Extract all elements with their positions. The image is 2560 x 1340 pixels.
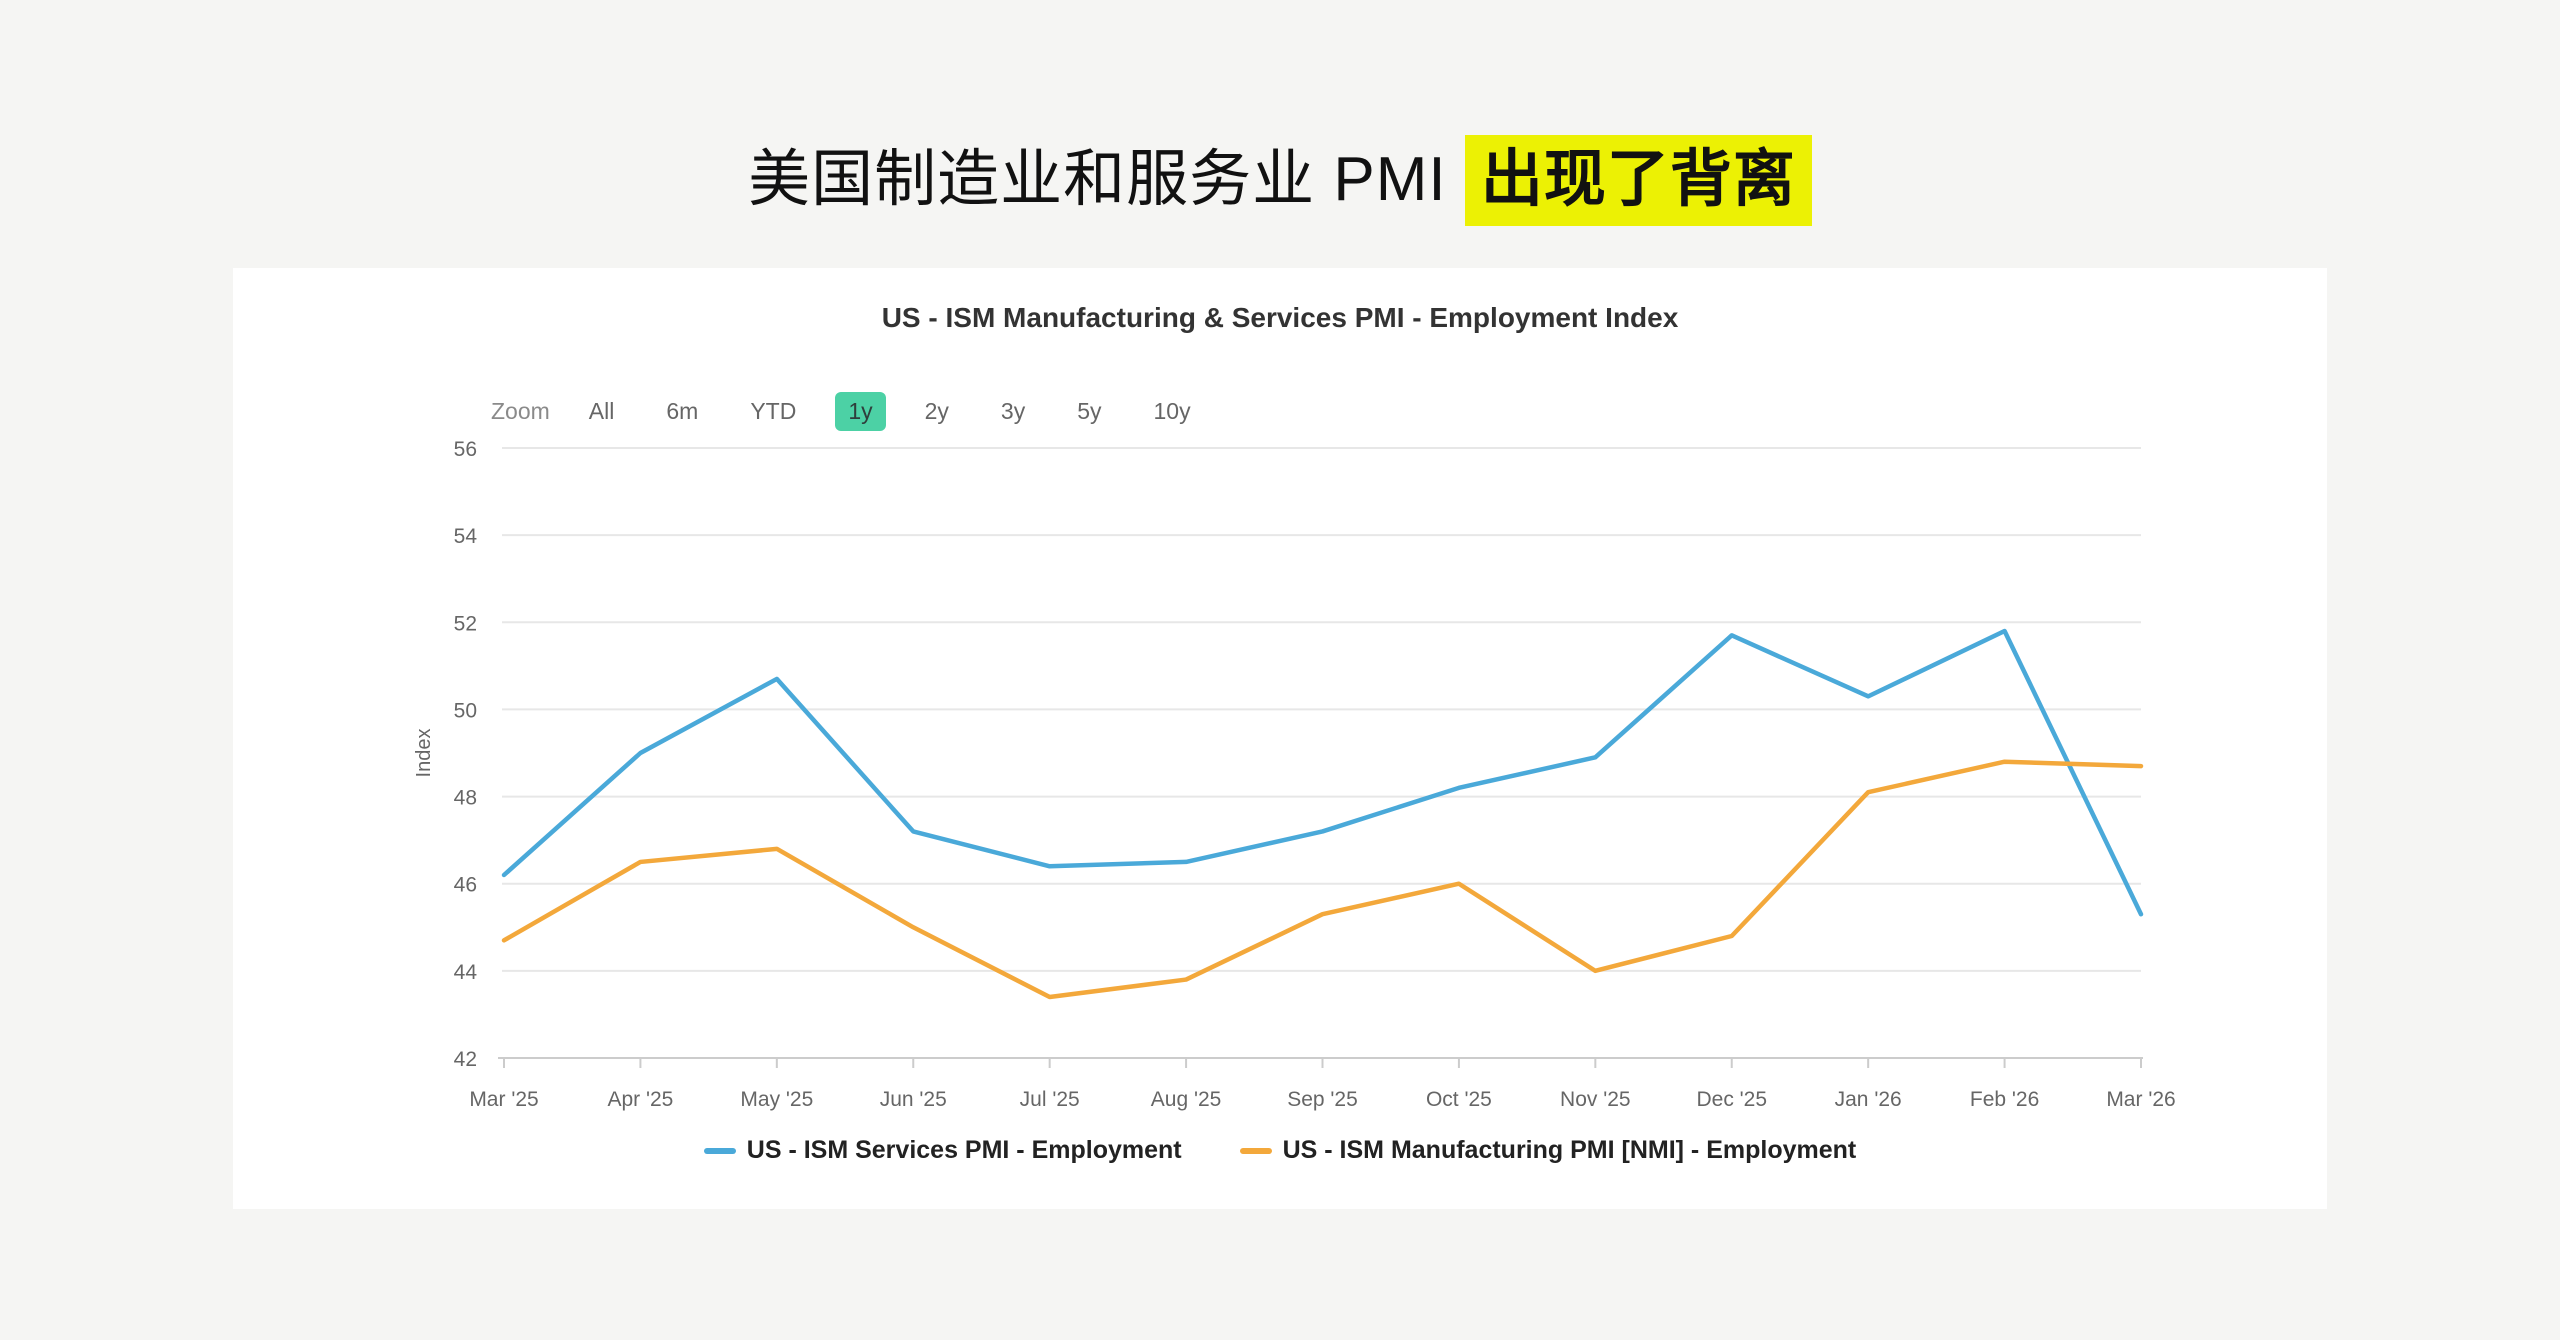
y-tick-label-54: 54	[454, 525, 478, 548]
range-button-3y[interactable]: 3y	[1000, 398, 1026, 424]
page-title-text: 美国制造业和服务业 PMI	[748, 145, 1465, 214]
x-tick-label-5: Aug '25	[1151, 1088, 1222, 1111]
chart-card: US - ISM Manufacturing & Services PMI - …	[233, 268, 2327, 1209]
legend-label-manufacturing: US - ISM Manufacturing PMI [NMI] - Emplo…	[1282, 1136, 1857, 1164]
series-line-services	[501, 628, 2144, 917]
x-tick-label-9: Dec '25	[1696, 1088, 1767, 1111]
y-tick-label-42: 42	[454, 1048, 477, 1071]
y-tick-label-56: 56	[454, 438, 477, 461]
x-tick-label-4: Jul '25	[1020, 1088, 1080, 1111]
y-tick-label-50: 50	[454, 699, 477, 722]
x-tick-label-12: Mar '26	[2106, 1088, 2175, 1111]
x-tick-label-11: Feb '26	[1970, 1088, 2039, 1111]
x-tick-label-3: Jun '25	[880, 1088, 947, 1111]
range-button-1y[interactable]: 1y	[835, 392, 886, 431]
range-button-ytd[interactable]: YTD	[750, 398, 797, 424]
y-tick-label-52: 52	[454, 612, 477, 635]
x-tick-label-7: Oct '25	[1426, 1088, 1492, 1111]
y-tick-label-48: 48	[454, 787, 477, 810]
x-tick-label-0: Mar '25	[469, 1088, 538, 1111]
legend-dash-manufacturing-icon	[1239, 1147, 1272, 1154]
legend-item-services[interactable]: US - ISM Services PMI - Employment	[703, 1136, 1182, 1165]
range-button-6m[interactable]: 6m	[666, 398, 699, 424]
series-line-manufacturing	[501, 759, 2144, 1000]
chart-legend: US - ISM Services PMI - Employment US - I…	[233, 1136, 2327, 1165]
page-title: 美国制造业和服务业 PMI 出现了背离	[0, 128, 2560, 226]
y-axis-title: Index	[413, 729, 435, 778]
x-tick-label-8: Nov '25	[1560, 1088, 1631, 1111]
range-toolbar: Zoom All 6m YTD 1y 2y 3y 5y 10y	[491, 390, 1204, 433]
legend-label-services: US - ISM Services PMI - Employment	[746, 1136, 1182, 1164]
chart-svg: 42 44 46 48 50 52 54 56 Mar '25 Apr '25 May '25 Jun…	[413, 438, 2176, 1111]
range-button-2y[interactable]: 2y	[924, 398, 949, 424]
legend-dash-services-icon	[703, 1147, 736, 1154]
x-tick-label-1: Apr '25	[607, 1088, 673, 1111]
x-tick-label-6: Sep '25	[1287, 1088, 1358, 1111]
zoom-label: Zoom	[491, 398, 550, 424]
x-tick-label-10: Jan '26	[1835, 1088, 1902, 1111]
chart-title: US - ISM Manufacturing & Services PMI - …	[881, 302, 1679, 333]
range-button-10y[interactable]: 10y	[1153, 398, 1191, 424]
y-tick-label-44: 44	[454, 961, 478, 984]
y-tick-label-46: 46	[454, 874, 477, 897]
x-tick-label-2: May '25	[740, 1088, 813, 1111]
range-button-all[interactable]: All	[588, 398, 615, 424]
legend-item-manufacturing[interactable]: US - ISM Manufacturing PMI [NMI] - Emplo…	[1239, 1136, 1857, 1165]
range-button-5y[interactable]: 5y	[1077, 398, 1102, 424]
page-title-highlight: 出现了背离	[1464, 135, 1812, 226]
